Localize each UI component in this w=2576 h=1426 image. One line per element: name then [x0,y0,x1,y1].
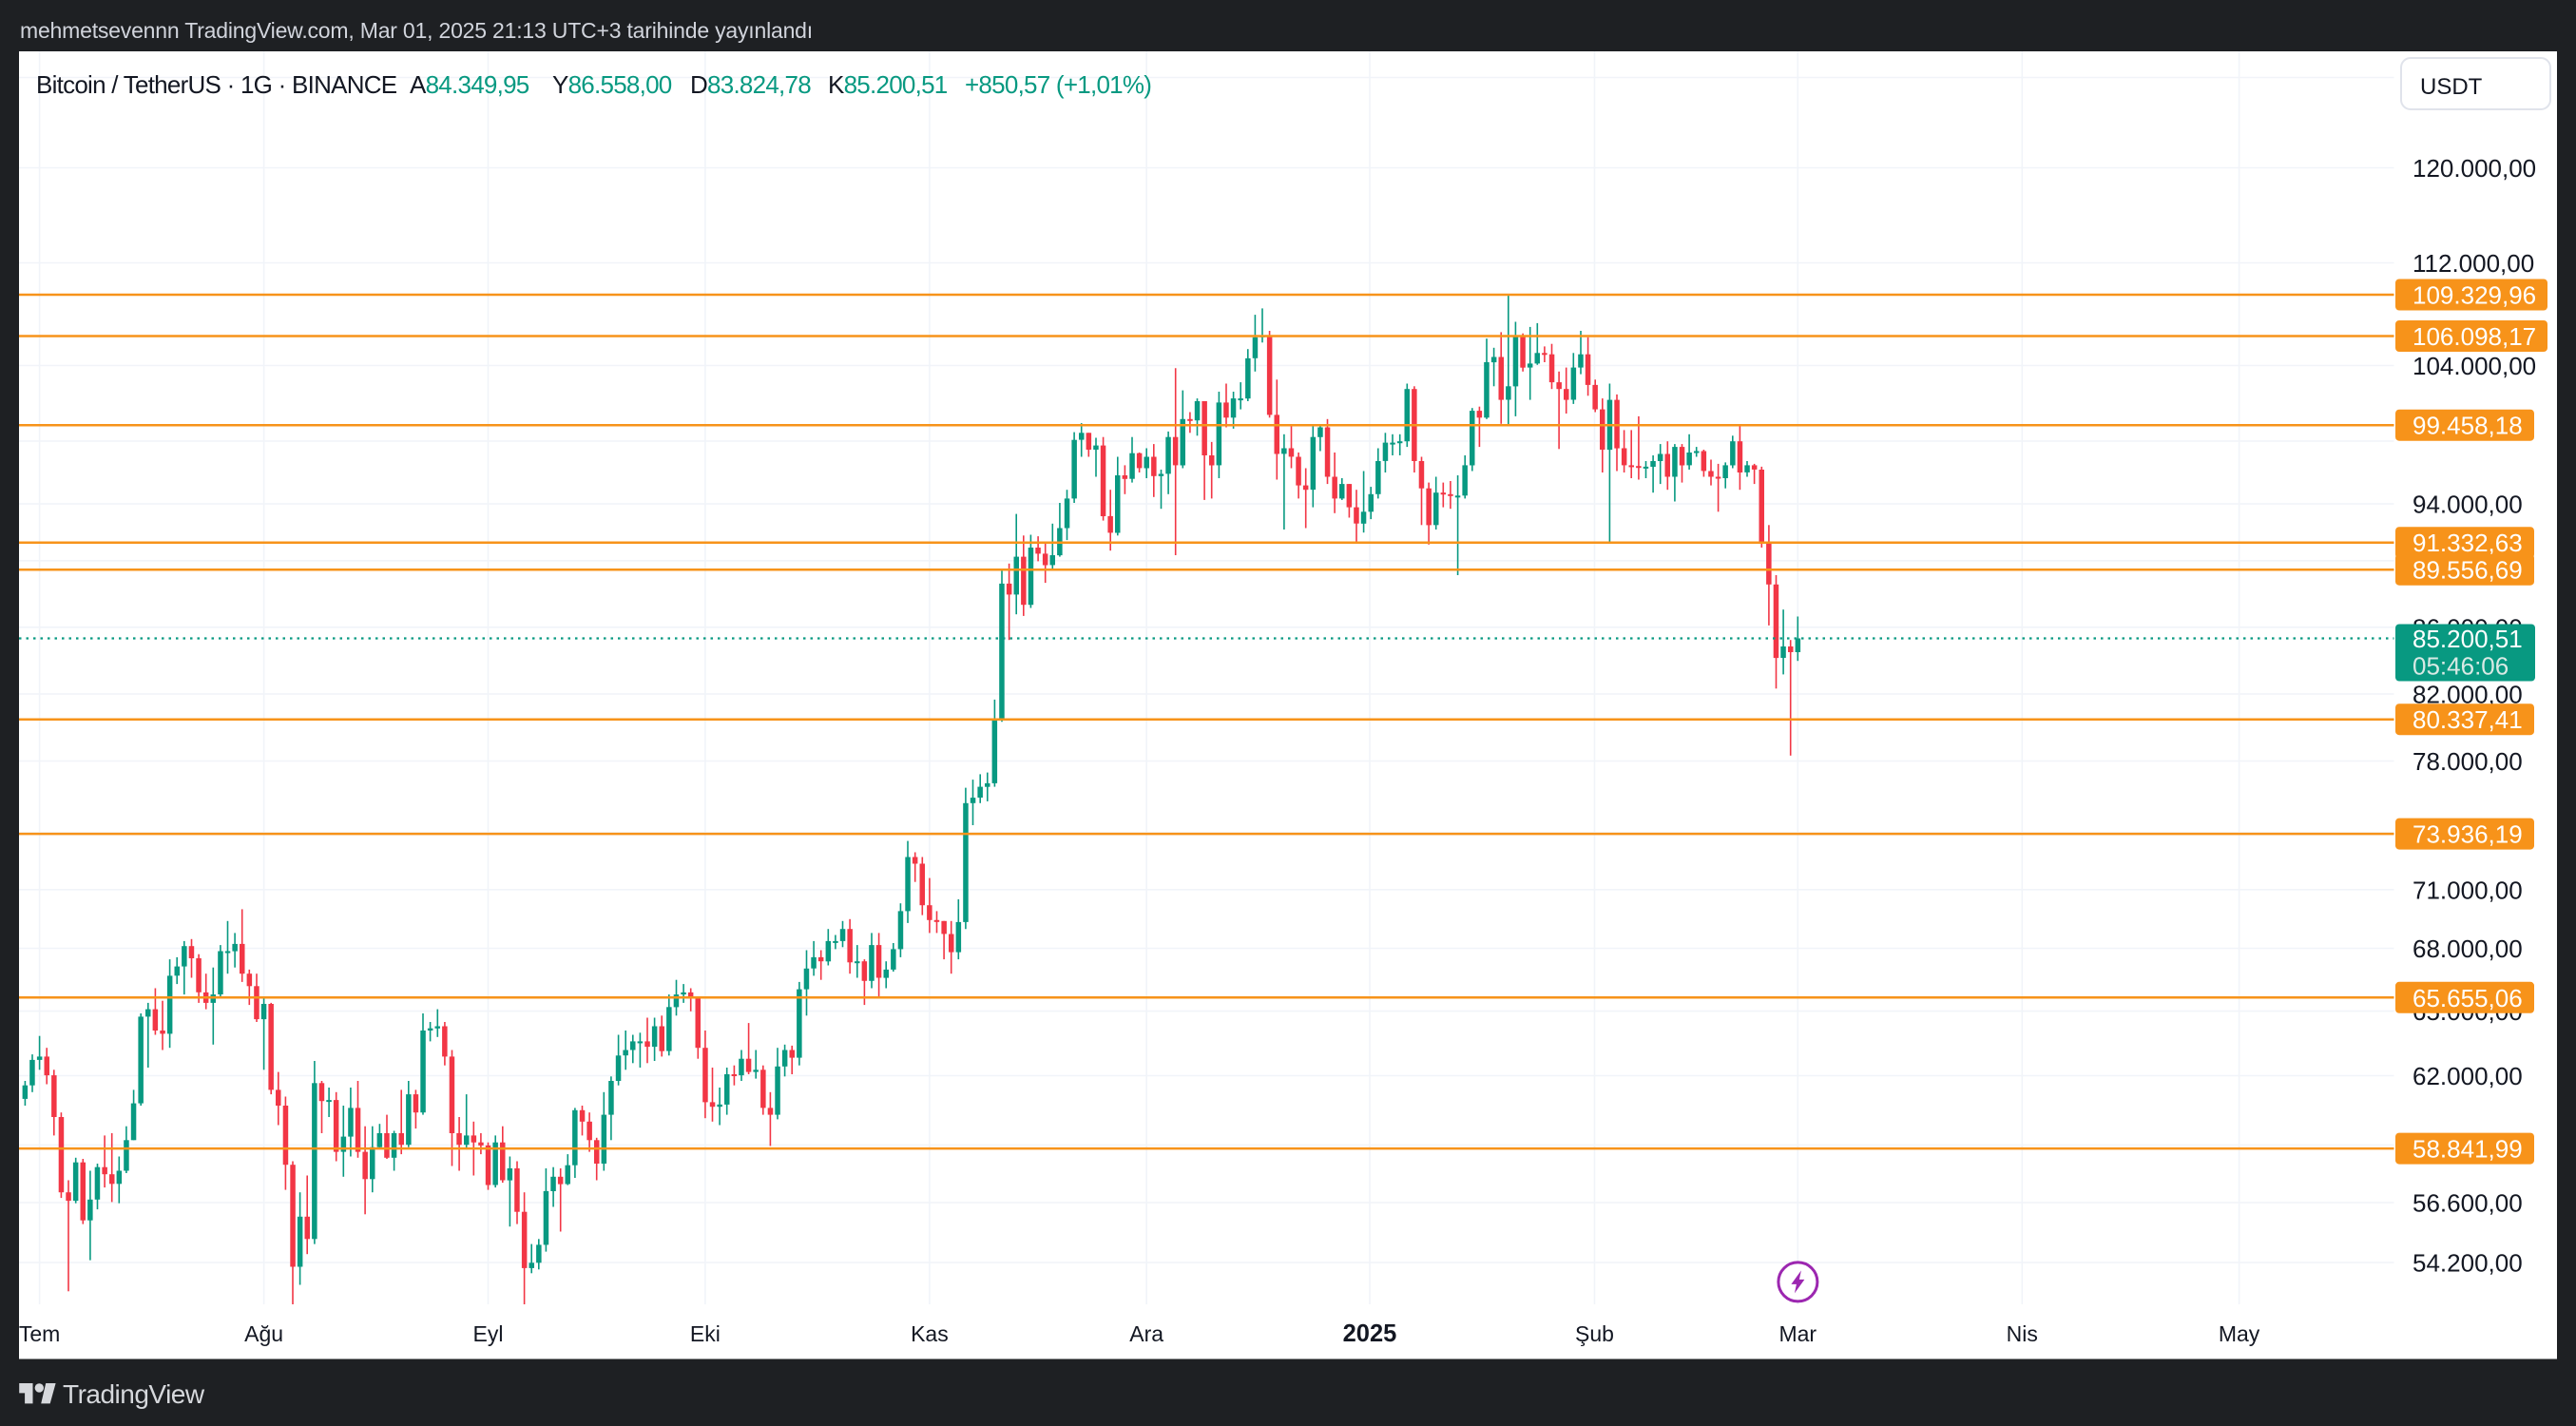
svg-text:+850,57 (+1,01%): +850,57 (+1,01%) [965,70,1151,99]
svg-text:89.556,69: 89.556,69 [2413,556,2523,585]
svg-text:85.200,51: 85.200,51 [2413,625,2523,653]
svg-text:May: May [2219,1321,2260,1346]
svg-text:Nis: Nis [2007,1321,2038,1346]
svg-text:Kas: Kas [911,1321,949,1346]
svg-text:A84.349,95: A84.349,95 [410,70,529,99]
svg-text:71.000,00: 71.000,00 [2413,876,2523,904]
svg-text:62.000,00: 62.000,00 [2413,1062,2523,1090]
svg-text:58.841,99: 58.841,99 [2413,1135,2523,1164]
svg-text:Tem: Tem [19,1321,60,1346]
svg-text:Ağu: Ağu [244,1321,283,1346]
svg-text:80.337,41: 80.337,41 [2413,705,2523,734]
svg-text:106.098,17: 106.098,17 [2413,322,2536,351]
svg-text:K85.200,51: K85.200,51 [828,70,948,99]
svg-text:mehmetsevennn TradingView.com,: mehmetsevennn TradingView.com, Mar 01, 2… [20,18,813,43]
svg-text:Bitcoin / TetherUS · 1G · BINA: Bitcoin / TetherUS · 1G · BINANCE [36,70,397,99]
svg-text:68.000,00: 68.000,00 [2413,935,2523,963]
svg-text:91.332,63: 91.332,63 [2413,529,2523,557]
svg-text:78.000,00: 78.000,00 [2413,747,2523,776]
svg-text:Y86.558,00: Y86.558,00 [552,70,672,99]
svg-text:Ara: Ara [1129,1321,1163,1346]
svg-text:USDT: USDT [2420,74,2483,100]
svg-text:54.200,00: 54.200,00 [2413,1249,2523,1278]
svg-text:2025: 2025 [1343,1320,1397,1347]
svg-text:109.329,96: 109.329,96 [2413,281,2536,310]
svg-text:104.000,00: 104.000,00 [2413,352,2536,380]
svg-text:65.655,06: 65.655,06 [2413,984,2523,1012]
svg-text:120.000,00: 120.000,00 [2413,154,2536,183]
svg-text:56.600,00: 56.600,00 [2413,1189,2523,1218]
svg-text:73.936,19: 73.936,19 [2413,820,2523,849]
svg-text:D83.824,78: D83.824,78 [690,70,811,99]
svg-text:112.000,00: 112.000,00 [2413,249,2534,278]
svg-text:Eyl: Eyl [473,1321,504,1346]
svg-text:Mar: Mar [1778,1321,1817,1346]
svg-text:TradingView: TradingView [63,1379,205,1409]
svg-text:94.000,00: 94.000,00 [2413,491,2523,519]
svg-text:Şub: Şub [1575,1321,1614,1346]
svg-text:99.458,18: 99.458,18 [2413,412,2523,440]
svg-text:Eki: Eki [690,1321,721,1346]
svg-text:05:46:06: 05:46:06 [2413,652,2509,681]
